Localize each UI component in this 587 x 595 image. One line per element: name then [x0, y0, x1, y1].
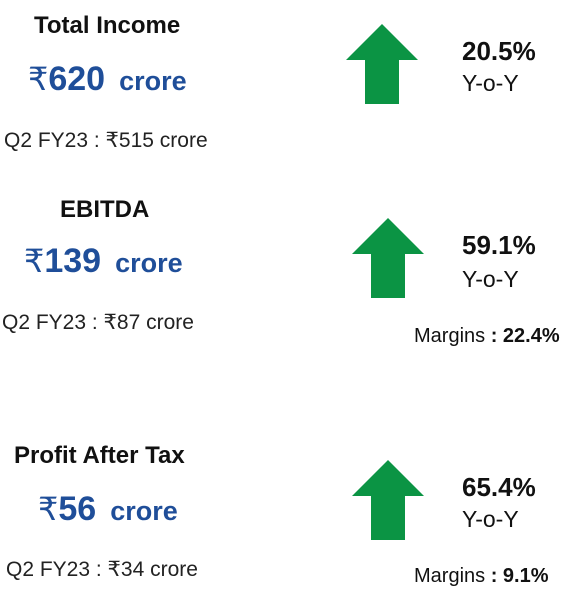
- pat-growth: 65.4%: [462, 472, 536, 502]
- total-income-yoy-label: Y-o-Y: [462, 70, 519, 96]
- rupee-symbol: ₹: [28, 61, 49, 97]
- up-arrow-icon: [346, 24, 418, 104]
- ebitda-growth: 59.1%: [462, 230, 536, 260]
- up-arrow-icon: [352, 218, 424, 298]
- total-income-growth: 20.5%: [462, 36, 536, 66]
- ebitda-comparison: Q2 FY23 : ₹87 crore: [2, 311, 194, 334]
- up-arrow-icon: [352, 460, 424, 540]
- ebitda-margin-value: : 22.4%: [490, 325, 560, 347]
- total-income-title: Total Income: [34, 12, 181, 39]
- total-income-amount: 620: [48, 60, 106, 98]
- pat-margin: Margins : 9.1%: [414, 565, 549, 588]
- pat-margin-value: : 9.1%: [490, 565, 549, 587]
- margin-label: Margins: [414, 565, 491, 587]
- rupee-symbol: ₹: [38, 491, 59, 527]
- total-income-value: ₹620 crore: [28, 60, 187, 99]
- total-income-comparison: Q2 FY23 : ₹515 crore: [4, 129, 208, 152]
- pat-unit: crore: [110, 496, 178, 526]
- ebitda-amount: 139: [44, 242, 102, 280]
- margin-label: Margins: [414, 325, 491, 347]
- ebitda-title: EBITDA: [60, 196, 150, 223]
- pat-value: ₹56 crore: [38, 490, 178, 529]
- pat-comparison: Q2 FY23 : ₹34 crore: [6, 558, 198, 581]
- pat-yoy-label: Y-o-Y: [462, 506, 519, 532]
- ebitda-margin: Margins : 22.4%: [414, 325, 560, 348]
- rupee-symbol: ₹: [24, 243, 45, 279]
- ebitda-unit: crore: [115, 248, 183, 278]
- ebitda-yoy-label: Y-o-Y: [462, 266, 519, 292]
- ebitda-value: ₹139 crore: [24, 242, 183, 281]
- pat-title: Profit After Tax: [14, 442, 185, 469]
- total-income-unit: crore: [119, 66, 187, 96]
- pat-amount: 56: [58, 490, 97, 528]
